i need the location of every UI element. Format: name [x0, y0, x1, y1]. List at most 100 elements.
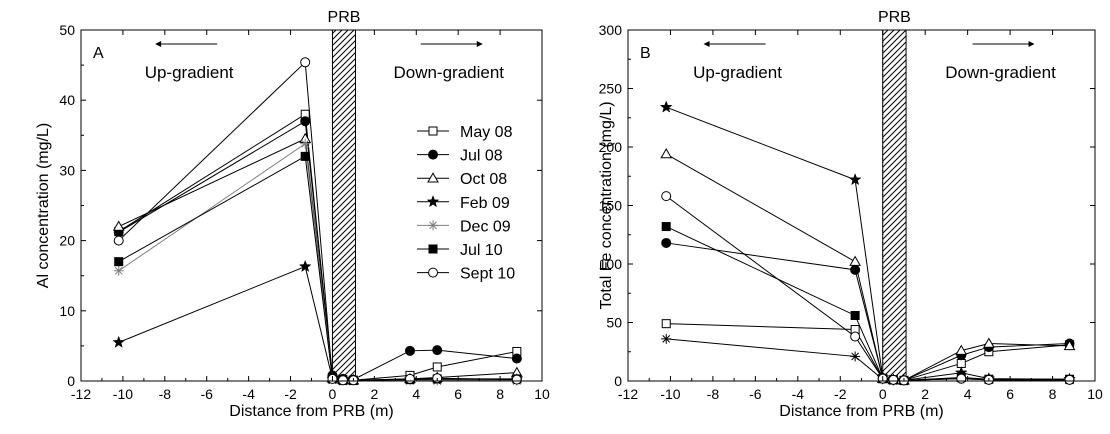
legend-marker	[428, 244, 438, 254]
legend-marker	[428, 149, 438, 160]
prb-barrier	[331, 29, 357, 382]
x-tick-label: 10	[534, 386, 550, 402]
legend-marker	[428, 220, 438, 231]
y-tick-label: 100	[599, 256, 623, 272]
x-tick-label: 8	[1049, 386, 1057, 402]
legend-marker	[426, 195, 440, 208]
x-tick-label: 4	[412, 386, 420, 402]
x-tick-label: -12	[618, 386, 638, 402]
x-tick-label: -2	[834, 386, 847, 402]
data-point	[112, 220, 125, 231]
x-tick-label: 2	[370, 386, 378, 402]
legend-marker	[428, 267, 438, 278]
data-point	[850, 331, 861, 342]
panel-a: -12 -10 -8 -6 -4 -2 0 2 4 6 8 10 0 10 20 30 40 50 A PRB U…	[35, 9, 550, 420]
x-tick-label: -6	[749, 386, 762, 402]
x-tick-label: 6	[1006, 386, 1014, 402]
series-line	[665, 226, 1070, 381]
legend-item: Sept 10	[417, 266, 515, 283]
x-tick-label: 2	[921, 386, 929, 402]
data-point	[956, 373, 967, 384]
right-arrow-icon	[476, 41, 483, 47]
panel-letter: B	[640, 45, 651, 62]
x-tick-label: 0	[329, 386, 337, 402]
data-point	[113, 265, 124, 276]
data-point	[661, 333, 672, 344]
series-line	[666, 242, 1070, 381]
x-tick-label: 10	[1087, 386, 1103, 402]
data-point	[850, 310, 860, 320]
x-tick-label: -6	[201, 386, 214, 402]
series-sept-10	[113, 57, 522, 386]
y-tick-label: 250	[599, 81, 623, 97]
data-point	[955, 344, 968, 355]
x-tick-label: -10	[113, 386, 133, 402]
data-point	[511, 374, 522, 385]
data-point	[337, 375, 348, 386]
series-line	[666, 323, 1070, 381]
legend-marker	[427, 172, 439, 183]
x-tick-label: -8	[707, 386, 720, 402]
x-axis-label: Distance from PRB (m)	[229, 403, 393, 420]
series-jul-08	[661, 237, 1075, 386]
y-tick-label: 150	[599, 198, 623, 214]
series-line	[666, 106, 1070, 381]
data-point	[850, 351, 861, 362]
y-axis-label: Al concentration (mg/L)	[35, 123, 52, 288]
legend-item: Dec 09	[417, 218, 511, 235]
data-point	[300, 57, 311, 68]
left-arrow-icon	[703, 41, 710, 47]
legend-label: Oct 08	[460, 171, 507, 188]
data-point	[113, 235, 124, 246]
data-point	[659, 100, 673, 113]
prb-barrier	[882, 29, 907, 382]
panel-letter: A	[93, 45, 104, 62]
data-point	[1064, 374, 1075, 385]
data-point	[300, 151, 310, 161]
legend-label: Dec 09	[460, 218, 511, 235]
data-point	[661, 237, 672, 248]
up-gradient-label: Up-gradient	[145, 63, 234, 82]
data-point	[888, 374, 899, 385]
y-tick-label: 50	[59, 22, 75, 38]
data-point	[1063, 339, 1076, 351]
legend-label: Feb 09	[460, 195, 510, 212]
data-point	[661, 319, 671, 329]
data-point	[114, 257, 124, 267]
prb-label: PRB	[328, 9, 361, 26]
down-gradient-label: Down-gradient	[945, 63, 1056, 82]
legend-label: Jul 10	[460, 242, 503, 259]
x-tick-label: -8	[159, 386, 172, 402]
x-tick-label: 6	[454, 386, 462, 402]
plot-frame	[627, 29, 1096, 382]
legend-marker	[428, 126, 438, 136]
data-point	[983, 337, 995, 348]
y-tick-label: 50	[606, 315, 622, 331]
x-tick-label: -12	[71, 386, 91, 402]
series-jul-10	[661, 222, 1075, 385]
series-oct-08	[660, 148, 1076, 385]
legend-label: Sept 10	[460, 266, 515, 283]
y-tick-label: 0	[67, 373, 75, 389]
series-dec-09	[661, 333, 1075, 386]
x-tick-label: 4	[964, 386, 972, 402]
legend-item: Oct 08	[417, 171, 507, 188]
legend-item: May 08	[417, 124, 513, 141]
data-point	[511, 353, 522, 364]
series-sept-10	[661, 191, 1075, 386]
legend-label: May 08	[460, 124, 513, 141]
y-tick-label: 20	[59, 233, 75, 249]
data-point	[300, 138, 311, 149]
prb-label: PRB	[878, 9, 911, 26]
y-tick-label: 300	[599, 22, 623, 38]
legend-item: Feb 09	[417, 195, 510, 212]
down-gradient-label: Down-gradient	[393, 63, 504, 82]
series-line	[118, 155, 517, 381]
x-tick-label: 0	[879, 386, 887, 402]
legend-item: Jul 10	[417, 242, 503, 259]
data-point	[112, 335, 126, 348]
legend: May 08 Jul 08 Oct 08 Feb 09 Dec 09 Jul 10 Sept…	[417, 124, 515, 283]
series-feb-09	[659, 100, 1076, 386]
legend-item: Jul 08	[417, 148, 503, 165]
